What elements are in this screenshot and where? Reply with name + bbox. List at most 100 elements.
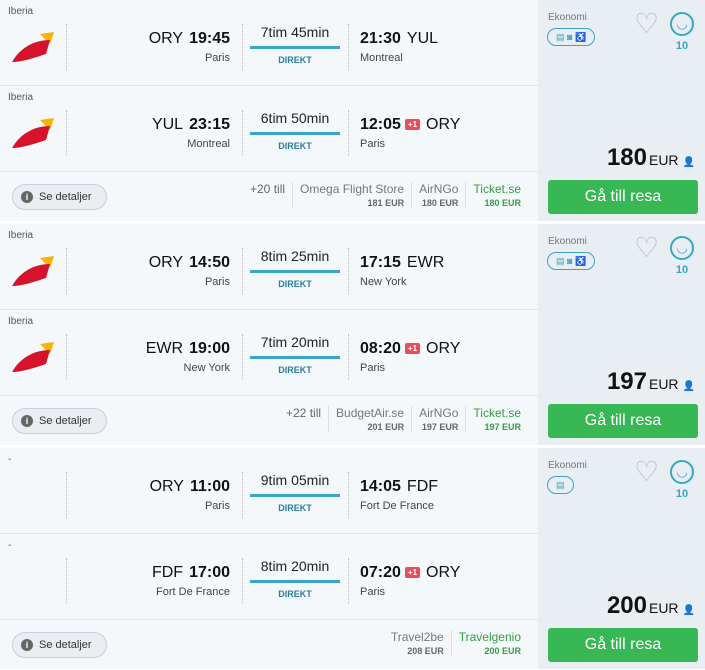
go-to-booking-button[interactable]: Gå till resa	[548, 180, 698, 214]
provider-option[interactable]: Ticket.se 197 EUR	[465, 406, 528, 432]
details-button[interactable]: i Se detaljer	[12, 408, 107, 434]
origin-city: Paris	[204, 276, 230, 288]
stops-label: DIREKT	[278, 55, 312, 65]
destination-code: FDF	[406, 478, 439, 495]
destination-code: ORY	[426, 116, 461, 133]
go-to-booking-button[interactable]: Gå till resa	[548, 404, 698, 438]
divider	[242, 110, 243, 156]
price: 200 EUR 👤	[607, 592, 695, 620]
rating-score: 10	[675, 264, 689, 276]
person-icon: 👤	[682, 605, 695, 616]
airline-logo	[10, 30, 54, 64]
details-button[interactable]: i Se detaljer	[12, 632, 107, 658]
provider-option[interactable]: AirNGo 197 EUR	[411, 406, 465, 432]
stops-label: DIREKT	[278, 503, 312, 513]
provider-option[interactable]: BudgetAir.se 201 EUR	[328, 406, 411, 432]
price-amount: 180	[606, 144, 647, 171]
more-label: +20 till	[250, 182, 286, 196]
origin-city: New York	[183, 362, 230, 374]
origin-code: ORY	[149, 478, 184, 495]
rating-score: 10	[675, 488, 689, 500]
arrival-time: 17:15	[360, 254, 401, 271]
person-icon: 👤	[682, 157, 695, 168]
provider-option[interactable]: Omega Flight Store 181 EUR	[292, 182, 411, 208]
departure-time: 19:45	[189, 30, 230, 47]
provider-price: 181 EUR	[367, 198, 405, 208]
provider-option[interactable]: Travel2be 208 EUR	[384, 630, 451, 656]
departure-time: 14:50	[189, 254, 230, 271]
more-providers-link[interactable]: +20 till	[243, 182, 292, 208]
person-icon: 👤	[682, 381, 695, 392]
duration-text: 6tim 50min	[260, 110, 330, 126]
arrival: 17:15 EWR New York	[360, 254, 450, 288]
divider	[66, 24, 67, 70]
cabin-class: Ekonomi	[548, 236, 587, 247]
departure: ORY 19:45 Paris	[143, 30, 230, 64]
flight-leg: - ORY 11:00 Paris 9tim 05min DIREKT 14:05 FD…	[0, 448, 538, 534]
info-icon: i	[21, 415, 33, 427]
arrival-time: 12:05	[360, 116, 401, 133]
stops-label: DIREKT	[278, 141, 312, 151]
destination-city: Fort De France	[360, 500, 434, 512]
duration: 8tim 25min DIREKT	[250, 248, 340, 289]
duration-bar	[250, 46, 340, 49]
flight-leg: - FDF 17:00 Fort De France 8tim 20min DIREK…	[0, 534, 538, 620]
provider-name: Travelgenio	[458, 630, 521, 644]
flight-result: - ORY 11:00 Paris 9tim 05min DIREKT 14:05 FD…	[0, 448, 705, 669]
destination-city: Montreal	[360, 52, 403, 64]
divider	[242, 248, 243, 294]
provider-name: BudgetAir.se	[336, 406, 405, 420]
departure: FDF 17:00 Fort De France	[146, 564, 230, 598]
price-panel: Ekonomi ▤ ♡ ◡ 10 200 EUR 👤 Gå till resa	[538, 448, 705, 669]
provider-price: 208 EUR	[407, 646, 444, 656]
heart-icon[interactable]: ♡	[634, 8, 660, 39]
info-icon: i	[21, 191, 33, 203]
destination-code: ORY	[426, 340, 461, 357]
destination-city: Paris	[360, 586, 386, 598]
origin-code: ORY	[148, 30, 184, 47]
airline-logo	[10, 116, 54, 150]
duration-bar	[250, 580, 340, 583]
price-amount: 200	[606, 592, 647, 619]
provider-price: 180 EUR	[421, 198, 459, 208]
departure: ORY 14:50 Paris	[143, 254, 230, 288]
divider	[242, 472, 243, 518]
price: 180 EUR 👤	[607, 144, 695, 172]
departure: EWR 19:00 New York	[140, 340, 230, 374]
provider-option[interactable]: Ticket.se 180 EUR	[465, 182, 528, 208]
stops-label: DIREKT	[278, 279, 312, 289]
arrival: 12:05 +1 ORY Paris	[360, 116, 466, 150]
info-icon: i	[21, 639, 33, 651]
price-currency: EUR	[648, 600, 679, 616]
departure-time: 11:00	[189, 478, 230, 495]
smiley-icon: ◡	[670, 236, 694, 260]
heart-icon[interactable]: ♡	[634, 232, 660, 263]
provider-option[interactable]: AirNGo 180 EUR	[411, 182, 465, 208]
duration-text: 8tim 20min	[260, 558, 330, 574]
heart-icon[interactable]: ♡	[634, 456, 660, 487]
airline-name: -	[8, 540, 12, 551]
divider	[66, 248, 67, 294]
details-button[interactable]: i Se detaljer	[12, 184, 107, 210]
providers: Travel2be 208 EUR Travelgenio 200 EUR	[384, 630, 528, 656]
duration: 7tim 45min DIREKT	[250, 24, 340, 65]
go-to-booking-button[interactable]: Gå till resa	[548, 628, 698, 662]
provider-price: 201 EUR	[367, 422, 405, 432]
result-footer: i Se detaljer +20 till Omega Flight Store…	[0, 172, 538, 221]
flight-leg: Iberia EWR 19:00 New York 7tim 20min DIREKT…	[0, 310, 538, 396]
details-label: Se detaljer	[39, 639, 92, 651]
provider-price: 197 EUR	[484, 422, 521, 432]
arrival-time: 21:30	[360, 30, 401, 47]
duration-bar	[250, 494, 340, 497]
details-label: Se detaljer	[39, 191, 92, 203]
duration: 7tim 20min DIREKT	[250, 334, 340, 375]
divider	[348, 110, 349, 156]
airline-name: Iberia	[8, 6, 34, 17]
arrival-time: 07:20	[360, 564, 401, 581]
provider-name: AirNGo	[419, 182, 459, 196]
more-providers-link[interactable]: +22 till	[279, 406, 328, 432]
providers: +20 till Omega Flight Store 181 EUR AirNGo…	[243, 182, 528, 208]
duration-bar	[250, 270, 340, 273]
next-day-badge: +1	[404, 343, 421, 355]
provider-option[interactable]: Travelgenio 200 EUR	[450, 630, 528, 656]
